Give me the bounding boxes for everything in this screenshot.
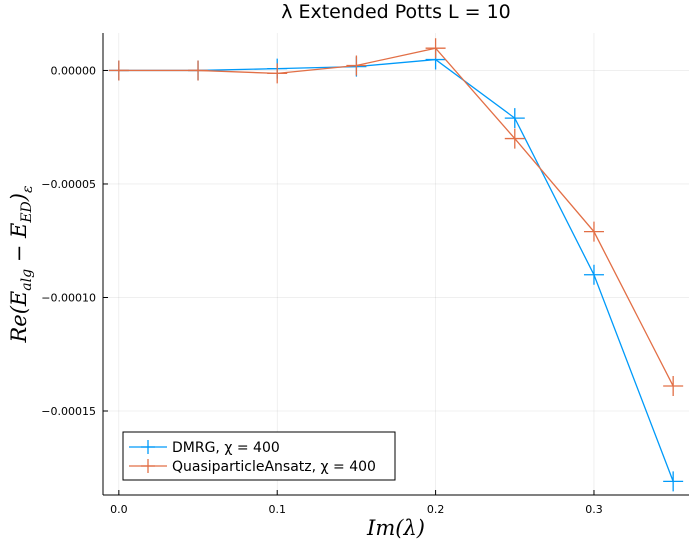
series-0 <box>108 49 684 492</box>
x-axis-label: Im(λ) <box>366 516 425 540</box>
y-label-sub-ed: ED <box>19 201 35 223</box>
y-label-sub-eps: ε <box>20 185 36 193</box>
legend-marker-qp <box>141 459 155 473</box>
data-point <box>108 60 129 81</box>
legend-label-dmrg: DMRG, χ = 400 <box>172 440 280 456</box>
y-label-sub-alg: alg <box>19 269 35 291</box>
data-point <box>504 128 525 149</box>
x-tick-label: 0.2 <box>427 503 445 516</box>
legend-marker-dmrg <box>141 440 155 454</box>
y-label-mid: − E <box>7 223 31 269</box>
x-tick-label: 0.1 <box>268 503 286 516</box>
data-point <box>188 60 209 81</box>
chart-title: λ Extended Potts L = 10 <box>281 1 511 23</box>
data-point <box>504 108 525 129</box>
legend-box <box>122 431 396 481</box>
x-tick-label: 0.3 <box>585 503 603 516</box>
data-point <box>663 471 684 492</box>
series-line <box>118 47 674 387</box>
grid <box>103 33 689 495</box>
data-point <box>663 376 684 397</box>
data-point <box>346 55 367 76</box>
series-1 <box>108 38 684 397</box>
series-line <box>118 58 674 482</box>
legend: DMRG, χ = 400 QuasiparticleAnsatz, χ = 4… <box>122 431 396 481</box>
y-label-post: ) <box>7 193 31 202</box>
y-label-pre: Re(E <box>7 291 31 344</box>
y-tick-label: −0.00010 <box>41 291 96 304</box>
y-axis-label: Re(Ealg − EED)ε <box>7 185 36 343</box>
x-tick-label: 0.0 <box>110 503 128 516</box>
data-point <box>583 264 604 285</box>
y-tick-label: −0.00005 <box>41 178 96 191</box>
y-tick-label: 0.00000 <box>51 64 97 77</box>
data-point <box>583 221 604 242</box>
data-point <box>425 38 446 59</box>
y-tick-label: −0.00015 <box>41 405 96 418</box>
data-point <box>267 63 288 84</box>
ticks: 0.0 0.1 0.2 0.3 0.00000 −0.00005 −0.00010 −0.00… <box>41 64 602 516</box>
series-layer <box>108 38 684 492</box>
legend-label-qp: QuasiparticleAnsatz, χ = 400 <box>172 459 376 475</box>
